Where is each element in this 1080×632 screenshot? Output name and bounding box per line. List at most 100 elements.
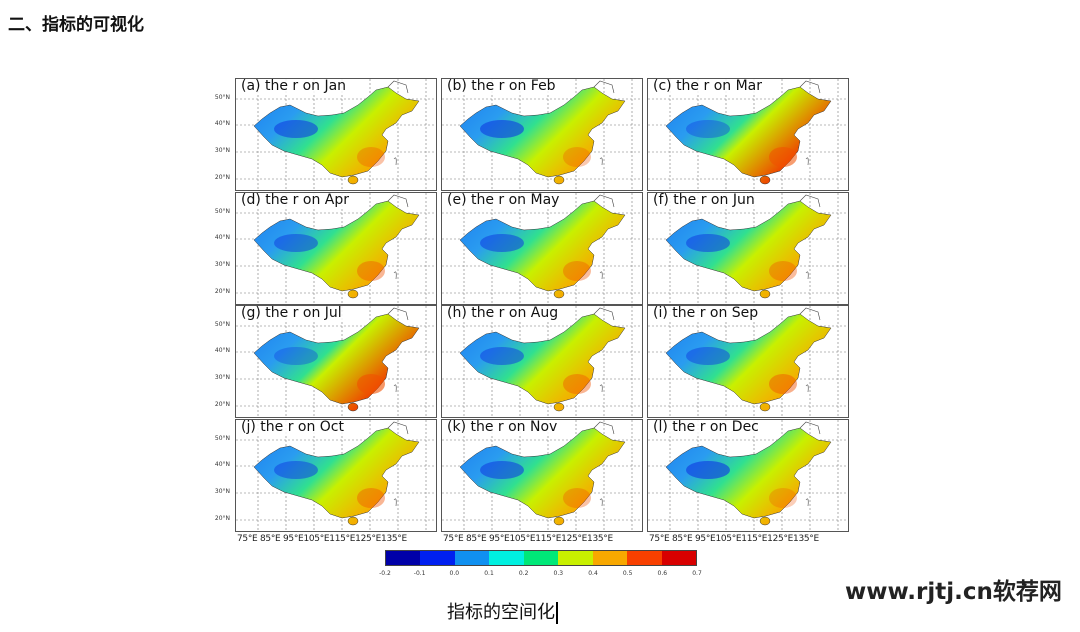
figure-caption[interactable]: 指标的空间化 <box>447 598 558 624</box>
colorbar-segment <box>627 551 662 565</box>
colorbar <box>385 550 697 566</box>
map-panel: (c) the r on Mar <box>647 78 849 191</box>
latitude-label: 40°N <box>214 120 230 127</box>
map-panel: (f) the r on Jun <box>647 192 849 305</box>
china-map <box>236 193 436 304</box>
high-correlation-region <box>769 147 797 167</box>
taiwan-outline <box>599 498 603 507</box>
border-outline <box>593 421 615 435</box>
latitude-label: 30°N <box>214 147 230 154</box>
border-outline <box>799 80 821 94</box>
colorbar-segment <box>523 551 559 565</box>
high-correlation-region <box>563 147 591 167</box>
taiwan-outline <box>599 157 603 166</box>
correlation-field <box>665 86 832 185</box>
colorbar-segment <box>386 551 421 565</box>
taiwan-outline <box>393 157 397 166</box>
border-outline <box>593 307 615 321</box>
latitude-label: 30°N <box>214 374 230 381</box>
latitude-label: 50°N <box>214 435 230 442</box>
correlation-field <box>665 427 832 526</box>
colorbar-tick-label: 0.3 <box>553 570 564 577</box>
panel-title: (h) the r on Aug <box>445 305 561 321</box>
map-panel: (e) the r on May <box>441 192 643 305</box>
latitude-label: 40°N <box>214 461 230 468</box>
high-correlation-region <box>357 488 385 508</box>
china-map <box>442 79 642 190</box>
map-panel: (b) the r on Feb <box>441 78 643 191</box>
high-correlation-region <box>563 261 591 281</box>
colorbar-tick-label: 0.0 <box>449 570 460 577</box>
panel-title: (f) the r on Jun <box>651 192 757 208</box>
border-outline <box>799 421 821 435</box>
panel-title: (i) the r on Sep <box>651 305 761 321</box>
taiwan-outline <box>805 157 809 166</box>
china-map <box>236 306 436 417</box>
low-correlation-region <box>274 461 318 479</box>
latitude-label: 20°N <box>214 288 230 295</box>
longitude-labels: 75°E 85°E 95°E105°E115°E125°E135°E <box>649 534 819 544</box>
panel-title: (k) the r on Nov <box>445 419 560 435</box>
latitude-label: 20°N <box>214 401 230 408</box>
china-map <box>648 306 848 417</box>
colorbar-tick-label: 0.6 <box>657 570 668 577</box>
correlation-field <box>459 427 626 526</box>
correlation-field <box>459 200 626 299</box>
correlation-field <box>459 313 626 412</box>
taiwan-outline <box>805 384 809 393</box>
colorbar-tick-label: 0.4 <box>588 570 598 577</box>
high-correlation-region <box>357 374 385 394</box>
correlation-field <box>253 313 420 412</box>
low-correlation-region <box>274 347 318 365</box>
colorbar-segment <box>592 551 628 565</box>
map-panel: (k) the r on Nov <box>441 419 643 532</box>
taiwan-outline <box>805 498 809 507</box>
border-outline <box>593 194 615 208</box>
low-correlation-region <box>480 234 524 252</box>
correlation-field <box>253 86 420 185</box>
map-panel: (l) the r on Dec <box>647 419 849 532</box>
panel-title: (c) the r on Mar <box>651 78 765 94</box>
high-correlation-region <box>769 488 797 508</box>
high-correlation-region <box>357 261 385 281</box>
low-correlation-region <box>686 120 730 138</box>
correlation-field <box>253 200 420 299</box>
low-correlation-region <box>686 461 730 479</box>
colorbar-tick-label: 0.1 <box>484 570 494 577</box>
latitude-label: 40°N <box>214 347 230 354</box>
panel-title: (l) the r on Dec <box>651 419 761 435</box>
text-cursor <box>556 602 558 624</box>
china-map <box>648 193 848 304</box>
taiwan-outline <box>393 498 397 507</box>
latitude-label: 50°N <box>214 94 230 101</box>
panel-title: (j) the r on Oct <box>239 419 346 435</box>
map-panel: (a) the r on Jan <box>235 78 437 191</box>
taiwan-outline <box>599 384 603 393</box>
map-panel: (j) the r on Oct <box>235 419 437 532</box>
latitude-label: 30°N <box>214 261 230 268</box>
china-map <box>236 79 436 190</box>
border-outline <box>387 194 409 208</box>
china-map <box>236 420 436 531</box>
colorbar-segment <box>454 551 490 565</box>
latitude-label: 50°N <box>214 321 230 328</box>
border-outline <box>387 421 409 435</box>
colorbar-segment <box>661 551 696 565</box>
longitude-labels: 75°E 85°E 95°E105°E115°E125°E135°E <box>443 534 613 544</box>
high-correlation-region <box>563 488 591 508</box>
panel-title: (g) the r on Jul <box>239 305 344 321</box>
correlation-field <box>459 86 626 185</box>
panel-title: (a) the r on Jan <box>239 78 349 94</box>
china-map <box>442 193 642 304</box>
colorbar-tick-label: -0.1 <box>413 570 426 577</box>
border-outline <box>387 307 409 321</box>
colorbar-tick-label: 0.7 <box>692 570 702 577</box>
low-correlation-region <box>686 347 730 365</box>
caption-text: 指标的空间化 <box>447 602 555 623</box>
colorbar-segment <box>489 551 524 565</box>
china-map <box>648 79 848 190</box>
taiwan-outline <box>805 271 809 280</box>
map-panel: (i) the r on Sep <box>647 305 849 418</box>
map-panel: (g) the r on Jul <box>235 305 437 418</box>
colorbar-segment <box>558 551 593 565</box>
